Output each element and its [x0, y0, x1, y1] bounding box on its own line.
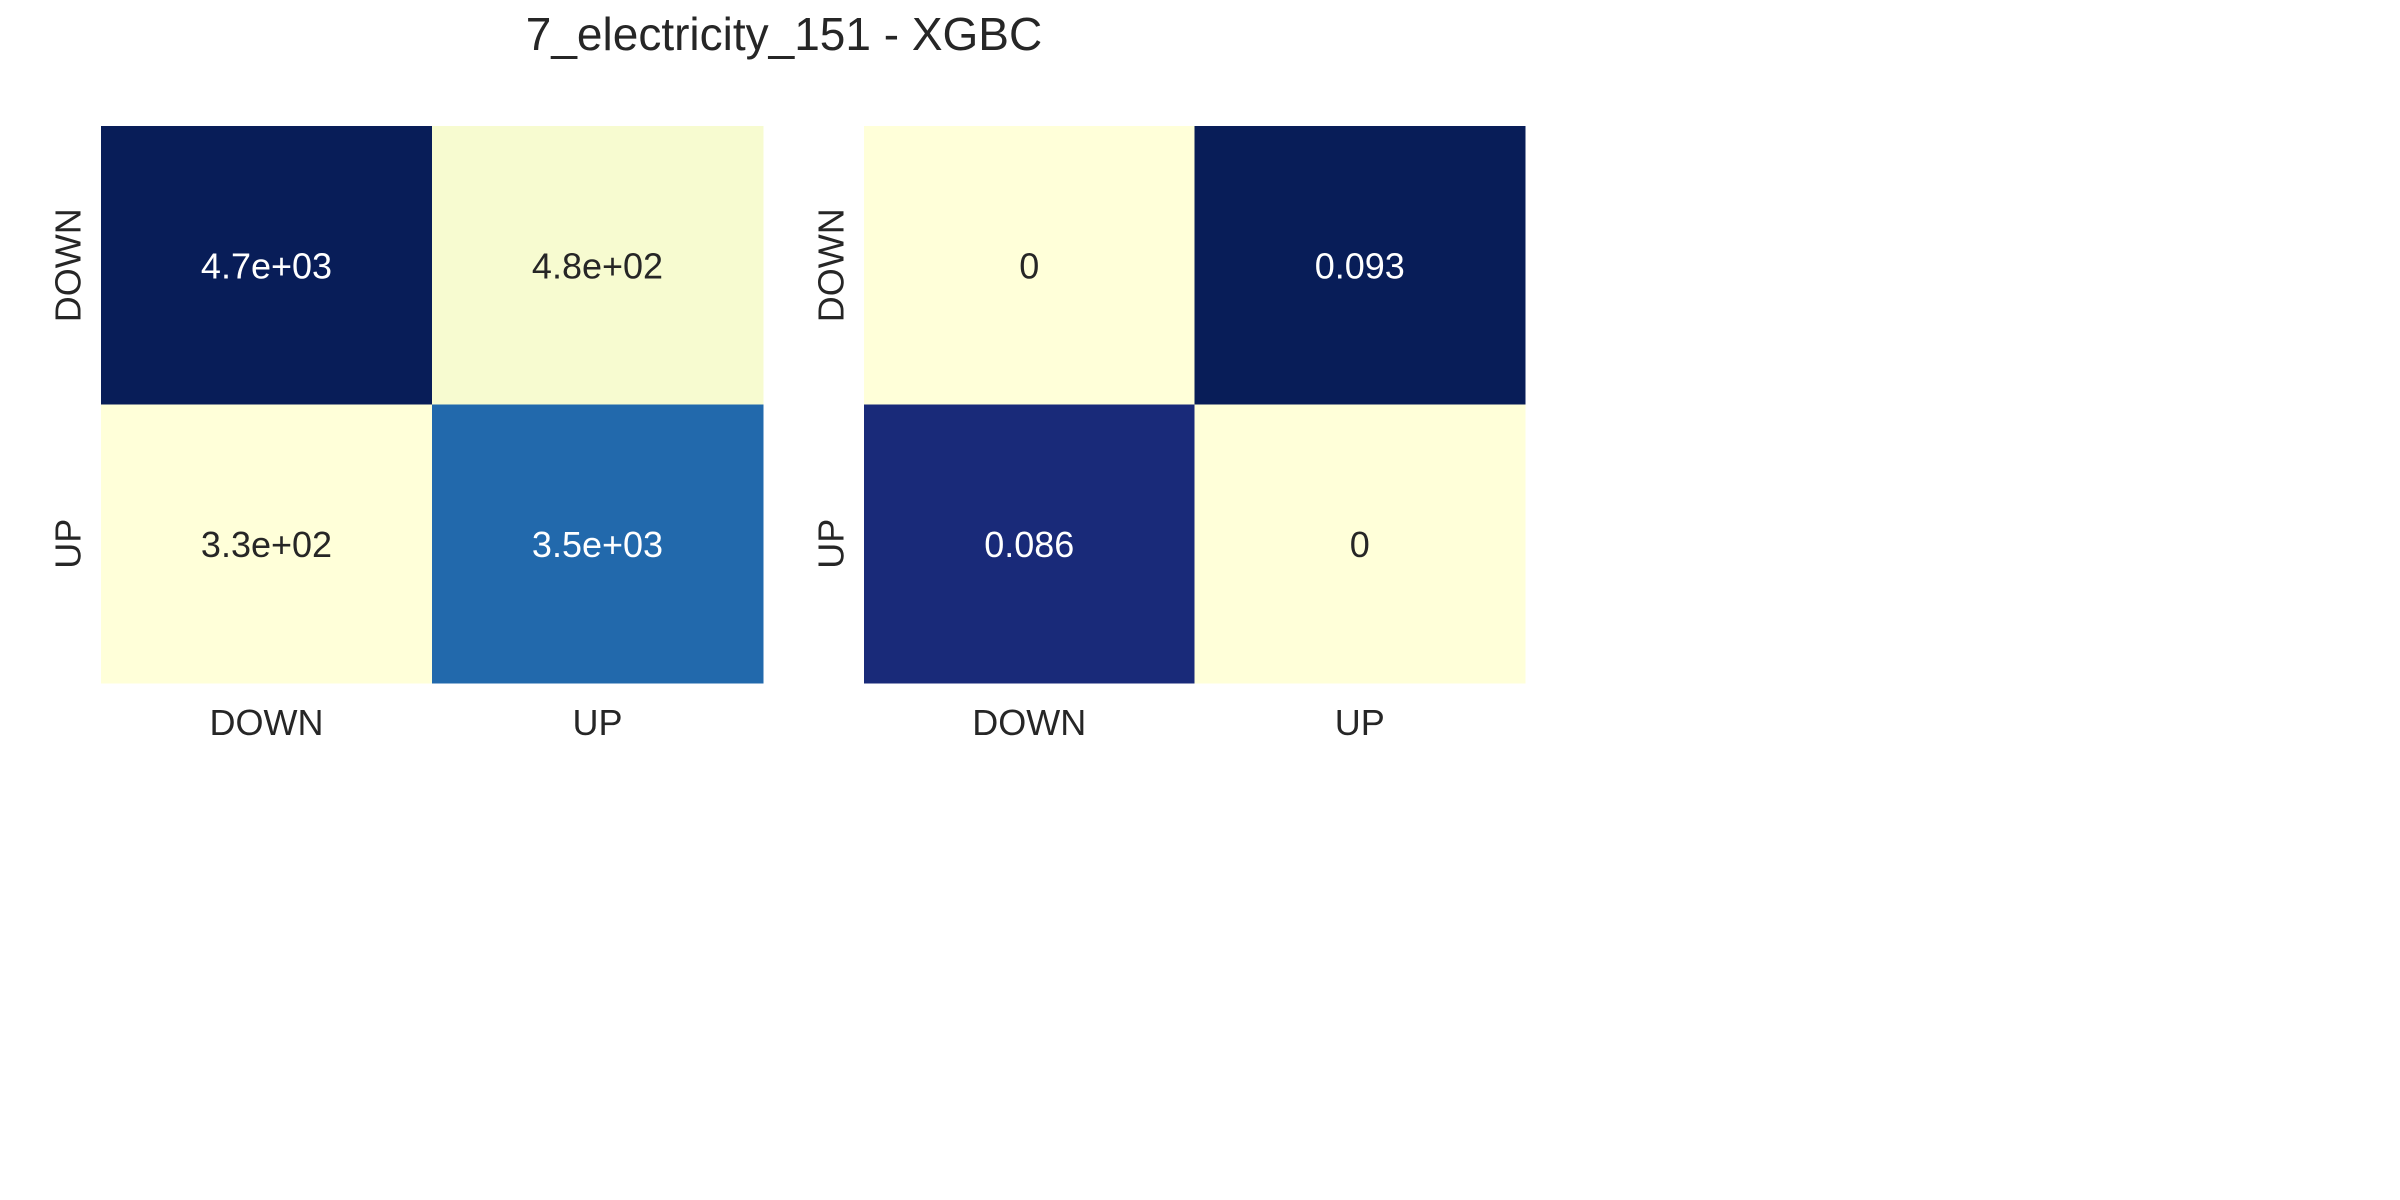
- x-tick-label: UP: [1335, 702, 1385, 743]
- heatmap-cell: [1194, 404, 1526, 684]
- cell-value-label: 3.5e+03: [532, 524, 663, 565]
- x-tick-label: DOWN: [972, 702, 1086, 743]
- y-tick-label: UP: [48, 519, 89, 569]
- cell-value-label: 3.3e+02: [201, 524, 332, 565]
- x-tick-label: UP: [572, 702, 622, 743]
- heatmap-cell: [101, 126, 433, 405]
- confusion-matrix-counts: 4.7e+03 4.8e+02 3.3e+02 3.5e+03 DOWN UP DOWN UP: [48, 126, 764, 743]
- confusion-matrix-rates: 0 0.093 0.086 0 DOWN UP DOWN UP: [811, 126, 1526, 743]
- heatmap-cell: [432, 404, 764, 684]
- cell-value-label: 0: [1019, 245, 1039, 286]
- cell-value-label: 0: [1350, 524, 1370, 565]
- cell-value-label: 4.8e+02: [532, 245, 663, 286]
- figure: 7_electricity_151 - XGBC 4.7e+03 4.8e+02 3…: [48, 8, 1526, 743]
- y-tick-label: UP: [811, 519, 852, 569]
- cell-value-label: 4.7e+03: [201, 245, 332, 286]
- cell-value-label: 0.093: [1315, 245, 1405, 286]
- figure-title: 7_electricity_151 - XGBC: [526, 8, 1042, 60]
- y-tick-label: DOWN: [811, 208, 852, 322]
- cell-value-label: 0.086: [984, 524, 1074, 565]
- heatmap-cell: [864, 126, 1195, 405]
- heatmap-cell: [864, 404, 1195, 684]
- heatmap-cell: [432, 126, 764, 405]
- heatmap-cell: [101, 404, 433, 684]
- y-tick-label: DOWN: [48, 208, 89, 322]
- heatmap-cell: [1194, 126, 1526, 405]
- x-tick-label: DOWN: [210, 702, 324, 743]
